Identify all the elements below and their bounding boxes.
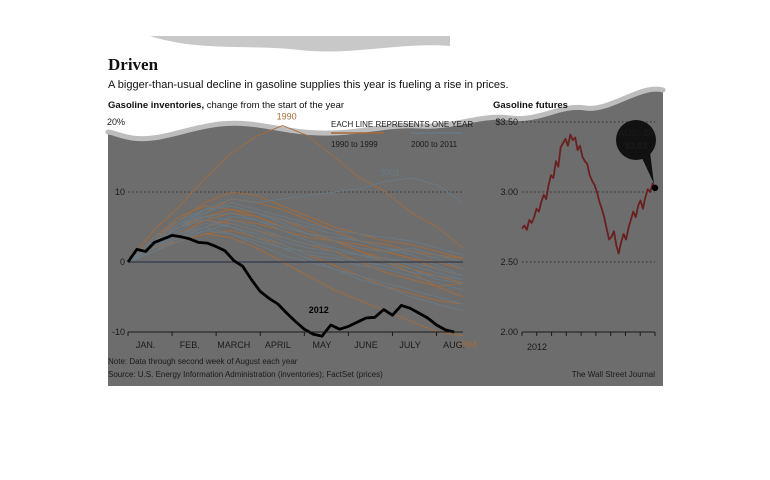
inventory-series-2012 (126, 234, 455, 338)
top-wave-strip (150, 36, 450, 52)
futures-panel-title: Gasoline futures (493, 100, 568, 111)
inventory-series-2000s (127, 205, 464, 277)
footer-note: Note: Data through second week of August… (108, 357, 298, 366)
inventory-x-tick-label: APRIL (265, 340, 291, 350)
inventory-series-2000s (127, 219, 464, 312)
inventories-panel-title-bold: Gasoline inventories, (108, 100, 204, 111)
inventory-y-tick-label: -10 (112, 327, 125, 337)
inventory-series-2000s (127, 177, 464, 263)
inventory-y-tick-label: 0 (120, 257, 125, 267)
inventory-series-2000s (127, 205, 464, 263)
inventory-series-2000s (127, 215, 464, 284)
inventory-series-2000s (127, 222, 464, 280)
chart-title: Driven (108, 55, 159, 74)
inventory-y-tick-label: 10 (115, 187, 125, 197)
chart-subtitle: A bigger-than-usual decline in gasoline … (108, 79, 509, 91)
legend-label-1990s: 1990 to 1999 (331, 140, 378, 149)
series-year-label: 1990 (277, 112, 297, 122)
futures-series (521, 133, 656, 255)
series-2012-label: 2012 (309, 305, 329, 315)
header-white-shape (108, 36, 663, 139)
inventories-panel-title-rest: change from the start of the year (204, 100, 344, 111)
futures-y-tick-label: 2.50 (500, 257, 518, 267)
inventory-x-tick-label: JAN. (136, 340, 156, 350)
inventory-x-tick-label: JUNE (354, 340, 378, 350)
inventory-x-tick-label: JULY (399, 340, 420, 350)
inventory-series-2000s (127, 201, 464, 263)
series-year-label: 1994 (457, 340, 477, 350)
callout-date: AUG. 20 (619, 128, 654, 138)
footer-source: Source: U.S. Energy Information Administ… (108, 370, 383, 379)
inventory-series-1990s (127, 233, 464, 336)
legend-heading: EACH LINE REPRESENTS ONE YEAR (331, 120, 473, 129)
inventory-series-1990s (127, 124, 464, 263)
futures-chart: $3.50 3.00 2.50 2.00 2012 AUG. 20 $3.03 (495, 117, 659, 352)
inventory-x-tick-label: MAY (313, 340, 332, 350)
callout-value: $3.03 (625, 141, 648, 151)
inventory-x-tick-label: MARCH (217, 340, 250, 350)
inventory-series-2000s (127, 226, 464, 305)
futures-y-tick-label: 2.00 (500, 327, 518, 337)
inventory-series-2000s (127, 212, 464, 270)
footer-credit: The Wall Street Journal (572, 370, 656, 379)
futures-last-point (651, 184, 659, 191)
inventory-x-tick-label: FEB. (180, 340, 200, 350)
inventory-y-tick-label: 20% (107, 117, 125, 127)
inventory-series-1990s (127, 191, 464, 263)
series-year-label: 2001 (380, 168, 400, 178)
callout-bubble (616, 120, 656, 160)
inventories-panel-title: Gasoline inventories, change from the st… (108, 100, 344, 111)
callout-pointer (642, 152, 654, 184)
futures-y-tick-label: 3.00 (500, 187, 518, 197)
futures-x-tick-label: 2012 (527, 342, 547, 352)
inventories-chart: 20% 10 0 -10 1990 1994 2001 2012 JAN. FEB. MARCH AP… (107, 112, 477, 351)
header-shadow-edge (105, 86, 666, 142)
futures-y-tick-label: $3.50 (495, 117, 518, 127)
inventory-x-tick-label: AUG. (443, 340, 465, 350)
inventory-series-1990s (127, 208, 464, 284)
legend-label-2000s: 2000 to 2011 (411, 140, 458, 149)
